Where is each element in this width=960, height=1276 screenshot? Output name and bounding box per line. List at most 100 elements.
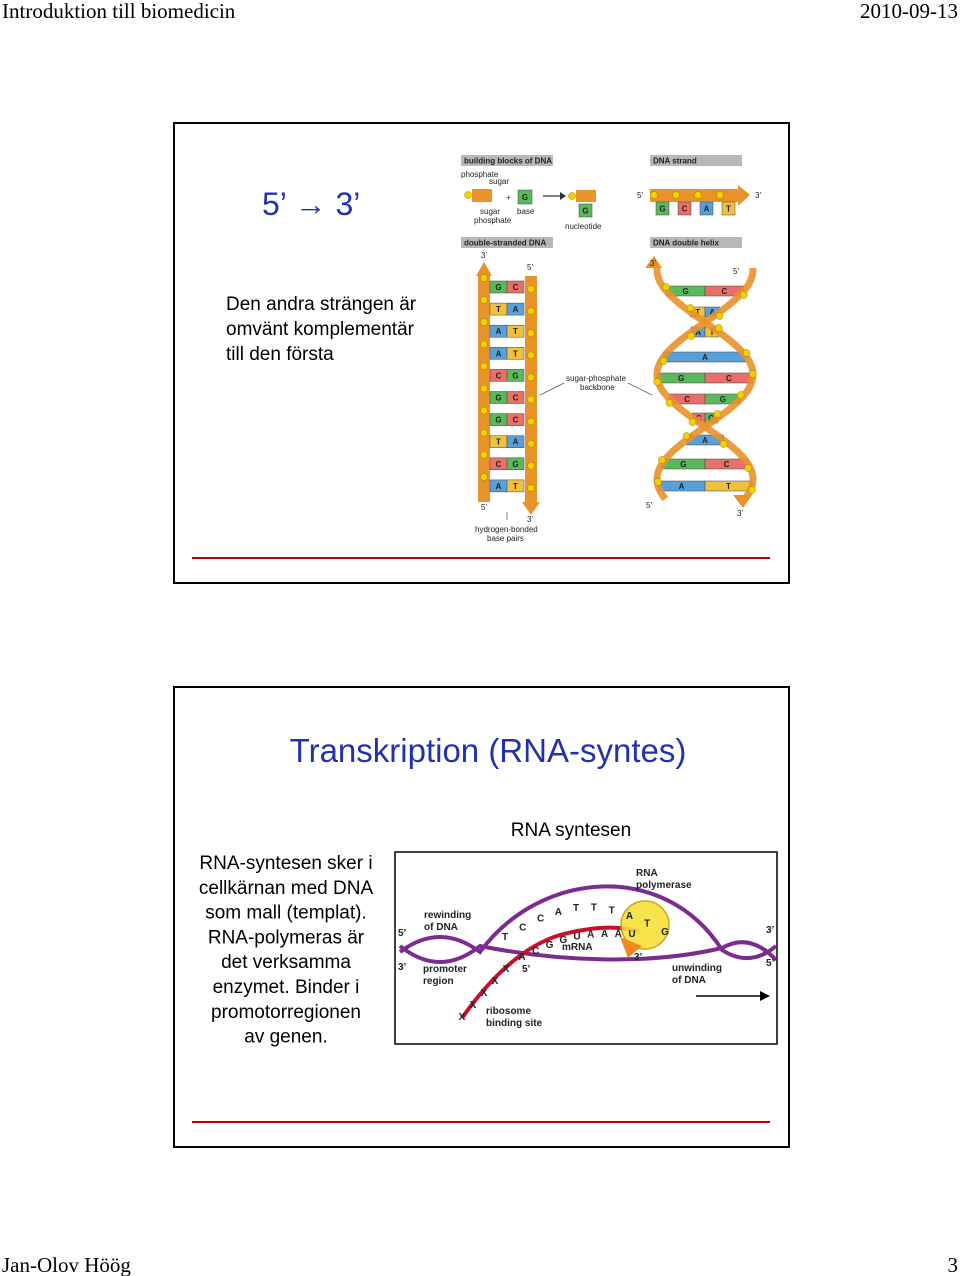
- phosphate: [665, 399, 674, 407]
- base-letter: A: [496, 327, 502, 336]
- header-date: 2010-09-13: [860, 0, 958, 23]
- end-label: 5’: [398, 928, 407, 939]
- phosphate: [682, 432, 691, 440]
- base-box: [699, 201, 714, 216]
- phosphate: [527, 462, 535, 470]
- sugar: [472, 189, 492, 202]
- mark-letter: X: [470, 1000, 477, 1011]
- base-box: [506, 435, 525, 448]
- base-letter: C: [726, 374, 732, 383]
- phosphate: [744, 464, 752, 472]
- base-letter: A: [513, 438, 519, 447]
- leader: [539, 382, 565, 396]
- base-letter: T: [513, 327, 518, 336]
- sugar: [576, 190, 596, 202]
- mark-letter: X: [459, 1012, 466, 1023]
- base-box: [506, 369, 525, 382]
- phosphate: [480, 451, 488, 459]
- end-label: 5’: [522, 964, 531, 975]
- phosphate: [464, 191, 472, 199]
- base-letter: A: [702, 353, 708, 362]
- base-letter: G: [678, 374, 684, 383]
- phosphate: [694, 191, 702, 199]
- phosphate: [480, 406, 488, 415]
- slide-title: Transkription (RNA-syntes): [290, 732, 687, 769]
- backbone-end: [738, 185, 750, 206]
- base-letter: G: [661, 927, 669, 938]
- panel-bar: [461, 237, 553, 248]
- base-letter: T: [726, 205, 731, 214]
- base-letter: T: [644, 918, 650, 929]
- label: binding site: [486, 1018, 543, 1029]
- end-label: 5’: [637, 191, 643, 200]
- phosphate: [713, 410, 722, 418]
- rna-polymerase: [620, 900, 670, 950]
- base-letter: A: [518, 952, 525, 963]
- base-box: [506, 479, 525, 493]
- base-letter: C: [537, 914, 544, 925]
- label: RNA: [636, 868, 658, 879]
- page-number: 3: [948, 1253, 959, 1276]
- figure-caption: RNA syntesen: [511, 820, 631, 841]
- base-box: [506, 347, 525, 360]
- arrowhead: [760, 991, 770, 1001]
- label: phosphate: [461, 170, 499, 179]
- body-text: promotorregionen: [211, 1002, 361, 1023]
- base-letter: A: [555, 907, 562, 918]
- phosphate: [480, 296, 488, 304]
- body-text: enzymet. Binder i: [213, 977, 360, 998]
- base-letter: A: [679, 482, 685, 491]
- body-text: RNA-polymeras är: [208, 927, 365, 948]
- label: base: [517, 207, 535, 216]
- base-letter: T: [496, 438, 501, 447]
- label: sugar: [489, 177, 509, 186]
- phosphate: [527, 395, 535, 404]
- phosphate: [740, 291, 748, 299]
- base-letter: T: [573, 903, 579, 914]
- base-letter: G: [512, 460, 518, 469]
- base-letter: C: [513, 416, 519, 425]
- label: region: [423, 976, 454, 987]
- phosphate: [686, 304, 695, 312]
- phosphate: [527, 329, 535, 337]
- base-letter: A: [695, 328, 701, 337]
- end-label: 3’: [650, 259, 656, 268]
- body-text: av genen.: [244, 1027, 327, 1048]
- arrowhead: [560, 192, 566, 200]
- base-box: [506, 413, 525, 426]
- base-letter: C: [682, 205, 688, 214]
- base-letter: G: [680, 460, 686, 469]
- base-letter: T: [695, 308, 700, 317]
- phosphate: [736, 391, 745, 399]
- base-letter: G: [495, 394, 501, 403]
- phosphate: [527, 439, 535, 448]
- end-label: 3’: [398, 962, 407, 973]
- base-letter: C: [513, 283, 519, 292]
- base-letter: C: [724, 460, 730, 469]
- panel-title: double-stranded DNA: [464, 239, 546, 248]
- base-letter: G: [495, 416, 501, 425]
- base-letter: A: [709, 308, 715, 317]
- end-label: 5’: [527, 263, 533, 272]
- base-letter: C: [684, 395, 690, 404]
- phosphate: [527, 285, 535, 293]
- base-letter: T: [709, 328, 714, 337]
- slide-heading: 5’ → 3’: [262, 186, 360, 222]
- phosphate: [748, 486, 756, 494]
- base-letter: C: [519, 922, 526, 933]
- panel-bar: [461, 155, 553, 166]
- mark-letter: X: [481, 988, 488, 999]
- base-letter: C: [513, 394, 519, 403]
- mark-letter: X: [503, 964, 510, 975]
- base-letter: G: [720, 395, 726, 404]
- base-letter: G: [582, 207, 588, 216]
- phosphate: [480, 274, 488, 282]
- base-box: [578, 203, 593, 218]
- body-text: RNA-syntesen sker i: [199, 853, 372, 874]
- label: hydrogen-bonded: [475, 525, 538, 534]
- label: of DNA: [672, 975, 706, 986]
- base-letter: A: [615, 929, 622, 940]
- end-label: 5’: [766, 958, 775, 969]
- base-letter: T: [513, 482, 518, 491]
